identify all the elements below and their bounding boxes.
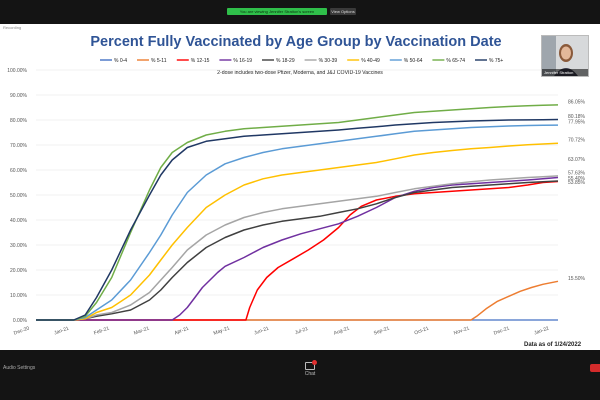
end-value-label: 57.63% xyxy=(568,170,586,176)
series-line xyxy=(36,180,559,321)
chart-subtitle: 2-dose includes two-dose Pfizer, Moderna… xyxy=(217,70,383,76)
legend-item[interactable]: % 0-4 xyxy=(100,58,127,64)
legend-label: % 75+ xyxy=(489,58,503,64)
legend-item[interactable]: % 65-74 xyxy=(432,58,465,64)
end-value-label: 80.18% xyxy=(568,114,586,120)
end-value-label: 15.50% xyxy=(568,276,586,282)
chat-icon xyxy=(305,362,315,370)
end-value-label: 86.05% xyxy=(568,99,586,105)
audio-settings-button[interactable]: Audio Settings xyxy=(3,365,36,371)
legend-label: % 0-4 xyxy=(114,58,127,64)
legend-label: % 50-64 xyxy=(404,58,423,64)
legend-label: % 65-74 xyxy=(446,58,465,64)
end-value-label: 55.40% xyxy=(568,176,586,182)
vaccination-line-chart: Percent Fully Vaccinated by Age Group by… xyxy=(7,34,586,348)
x-tick-label: Feb-21 xyxy=(93,325,110,336)
series-line xyxy=(36,118,559,321)
x-axis: Dec-20 Jan-21 Feb-21 Mar-21 Apr-21 May-21 Jun-… xyxy=(13,325,550,336)
legend-item[interactable]: % 50-64 xyxy=(389,58,423,64)
series-line xyxy=(36,180,559,321)
series-line xyxy=(36,176,559,321)
x-tick-label: Dec-21 xyxy=(493,325,510,336)
chat-button-label: Chat xyxy=(304,371,316,377)
legend-item[interactable]: % 30-39 xyxy=(304,58,338,64)
legend-label: % 30-39 xyxy=(319,58,338,64)
chat-button[interactable]: Chat xyxy=(300,360,320,380)
y-tick-label: 0.00% xyxy=(13,318,28,324)
legend-label: % 12-15 xyxy=(191,58,210,64)
view-options-button[interactable]: View Options xyxy=(330,8,356,15)
legend-label: % 16-19 xyxy=(233,58,252,64)
participant-name-label: Jennifer Stratton xyxy=(542,69,588,76)
x-tick-label: Nov-21 xyxy=(453,325,470,336)
y-tick-label: 80.00% xyxy=(10,118,28,124)
series-line xyxy=(36,124,559,321)
meeting-top-bar: You are viewing Jennifer Stratton's scre… xyxy=(0,0,600,24)
chart-series xyxy=(36,104,559,321)
end-value-labels: 15.50% 55.40%57.63% 70.72% 77.95% 86.05% 80.1… xyxy=(568,99,586,281)
legend-label: % 5-11 xyxy=(151,58,167,64)
x-tick-label: Aug-21 xyxy=(333,325,350,336)
y-tick-label: 70.00% xyxy=(10,143,28,149)
y-tick-label: 40.00% xyxy=(10,218,28,224)
series-line xyxy=(36,142,559,321)
end-value-label: 53.85% xyxy=(568,180,586,186)
data-as-of-note: Data as of 1/24/2022 xyxy=(524,342,582,348)
x-tick-label: Oct-21 xyxy=(414,326,430,337)
legend-item[interactable]: % 12-15 xyxy=(176,58,210,64)
end-value-label: 63.07% xyxy=(568,157,586,163)
series-line xyxy=(36,175,559,321)
y-axis: 0.00% 10.00% 20.00% 30.00% 40.00% 50.00% 60.00… xyxy=(7,68,27,324)
participant-video-tile[interactable]: Jennifer Stratton xyxy=(541,35,589,77)
x-tick-label: Sep-21 xyxy=(373,325,390,336)
x-tick-label: Jun-21 xyxy=(253,326,270,337)
end-value-label: 77.95% xyxy=(568,120,586,126)
x-tick-label: Mar-21 xyxy=(133,325,150,336)
y-tick-label: 100.00% xyxy=(7,68,27,74)
y-tick-label: 20.00% xyxy=(10,268,28,274)
chart-title: Percent Fully Vaccinated by Age Group by… xyxy=(90,34,501,50)
x-tick-label: Dec-20 xyxy=(13,325,30,336)
x-tick-label: Jan-21 xyxy=(53,326,70,337)
y-tick-label: 50.00% xyxy=(10,193,28,199)
series-line xyxy=(36,280,559,321)
legend-label: % 40-49 xyxy=(361,58,380,64)
y-tick-label: 60.00% xyxy=(10,168,28,174)
legend-item[interactable]: % 16-19 xyxy=(219,58,252,64)
series-line xyxy=(36,104,559,321)
end-value-label: 70.72% xyxy=(568,138,586,144)
x-tick-label: Jul-21 xyxy=(294,326,309,336)
x-tick-label: Apr-21 xyxy=(174,326,190,337)
legend-label: % 18-29 xyxy=(276,58,295,64)
recording-indicator: Recording xyxy=(3,25,22,30)
y-tick-label: 90.00% xyxy=(10,93,28,99)
chat-notification-badge xyxy=(312,360,317,365)
legend-item[interactable]: % 5-11 xyxy=(137,58,167,64)
y-tick-label: 30.00% xyxy=(10,243,28,249)
x-tick-label: Jan-22 xyxy=(533,326,550,337)
chart-legend: % 0-4 % 5-11 % 12-15 % 16-19 % 18-29 % 30-39%… xyxy=(100,58,503,64)
legend-item[interactable]: % 40-49 xyxy=(347,58,380,64)
screen-share-banner: You are viewing Jennifer Stratton's scre… xyxy=(227,8,327,15)
y-tick-label: 10.00% xyxy=(10,293,28,299)
x-tick-label: May-21 xyxy=(213,325,231,336)
meeting-toolbar xyxy=(0,350,600,400)
leave-meeting-button[interactable] xyxy=(590,364,600,372)
legend-item[interactable]: % 18-29 xyxy=(262,58,295,64)
legend-item[interactable]: % 75+ xyxy=(475,58,503,64)
